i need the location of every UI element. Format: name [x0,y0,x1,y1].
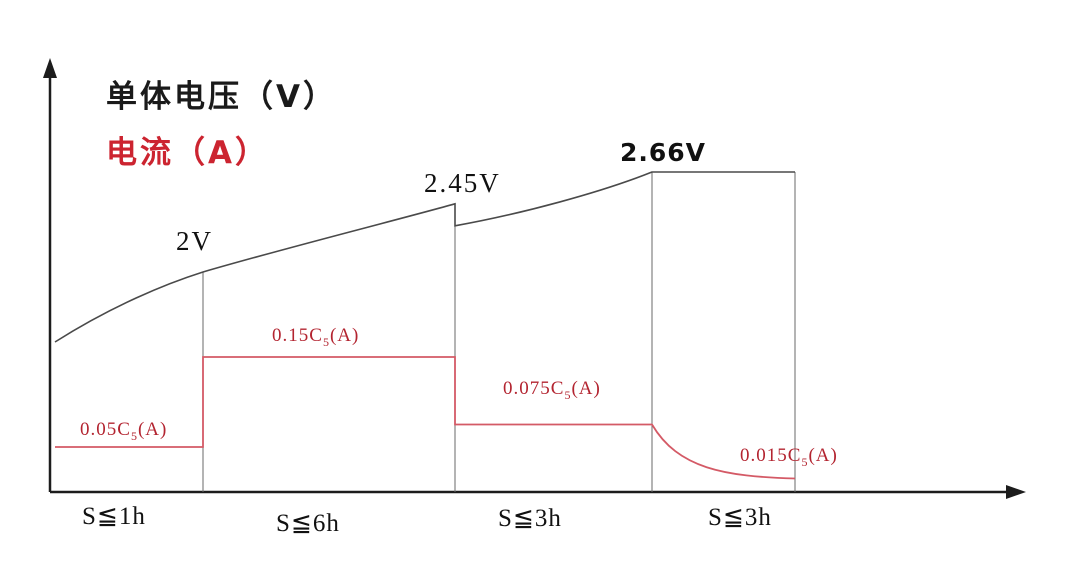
current-label-stage4: 0.015C5(A) [740,446,838,468]
current-label-stage4-unit: (A) [808,445,838,466]
current-label-stage1-sub: 5 [130,428,138,443]
current-label-stage4-text: 0.015C [740,445,802,466]
current-label-stage3: 0.075C5(A) [503,379,601,401]
current-label-stage3-unit: (A) [571,378,601,399]
current-label-stage2: 0.15C5(A) [272,326,359,348]
voltage-curve [54,171,795,343]
x-axis-label-stage4: S≦3h [708,504,772,531]
voltage-annotation-2v: 2V [176,226,213,256]
current-label-stage2-sub: 5 [322,334,330,349]
voltage-annotation-2_66v: 2.66V [620,138,707,167]
current-label-stage1: 0.05C5(A) [80,420,167,442]
voltage-series-title: 单体电压（V） [106,79,337,115]
voltage-annotation-2_45v: 2.45V [424,168,501,198]
current-label-stage3-sub: 5 [564,387,572,402]
y-axis-arrow-icon [43,58,57,78]
current-label-stage1-unit: (A) [137,419,168,440]
current-label-stage4-sub: 5 [801,454,809,469]
x-axis-arrow-icon [1006,485,1026,499]
current-label-stage1-text: 0.05C [80,419,131,440]
x-axis-label-stage3: S≦3h [498,505,562,532]
x-axis-label-stage1: S≦1h [82,503,146,530]
current-curve [55,356,796,480]
current-label-stage2-unit: (A) [329,325,360,346]
x-axis-label-stage2: S≦6h [276,510,340,537]
current-label-stage3-text: 0.075C [503,378,565,399]
current-series-title: 电流（A） [106,135,269,171]
current-label-stage2-text: 0.15C [272,325,323,346]
